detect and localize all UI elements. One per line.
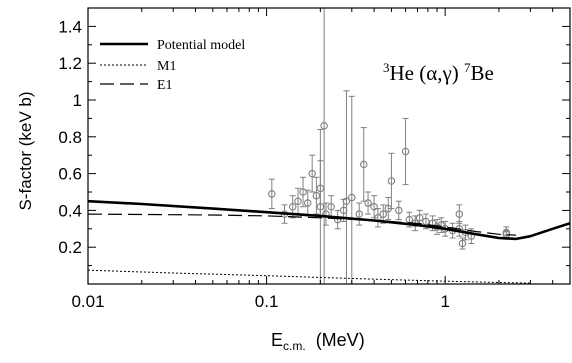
y-tick-label: 1 <box>73 91 82 110</box>
y-tick-label: 1.4 <box>58 17 82 36</box>
data-marker <box>327 202 335 211</box>
reaction-label-pre: 3 <box>383 60 390 75</box>
data-marker <box>312 191 321 200</box>
axes: 0.01 0.1 1 0.2 0.4 0.6 0.8 1 1.2 1.4 <box>58 7 571 311</box>
curve-e1 <box>88 213 517 236</box>
data-marker <box>308 169 316 178</box>
data-point <box>370 195 378 219</box>
curve-potential-model <box>88 199 570 241</box>
data-point <box>322 202 330 226</box>
x-axis-title: Ec.m. (MeV) <box>271 330 365 356</box>
data-point <box>312 176 321 215</box>
data-point <box>401 117 410 186</box>
data-point <box>348 95 356 284</box>
x-tick-label: 0.01 <box>71 292 104 311</box>
data-point <box>333 209 342 230</box>
data-marker <box>316 184 325 193</box>
y-tick-label: 0.2 <box>58 238 82 257</box>
data-point <box>308 154 316 193</box>
data-point <box>320 8 328 284</box>
y-tick-label: 0.4 <box>58 201 82 220</box>
curve-m1 <box>88 269 531 284</box>
data-marker <box>455 210 464 218</box>
data-marker <box>268 190 276 198</box>
reaction-label-post: Be <box>470 61 494 85</box>
data-point <box>455 204 464 224</box>
reaction-label: 3He (α,γ) 7Be <box>383 60 494 86</box>
x-tick-label: 1 <box>440 292 449 311</box>
data-marker <box>395 206 403 215</box>
data-point <box>342 90 351 284</box>
reaction-label-mid: He (α,γ) <box>389 61 459 85</box>
data-point <box>395 200 403 221</box>
x-axis-title-main: E <box>271 330 284 350</box>
y-tick-label: 1.2 <box>58 54 82 73</box>
data-point <box>458 237 467 250</box>
plot-clip-group <box>88 8 570 284</box>
data-marker <box>303 199 312 207</box>
y-axis-title: S-factor (keV b) <box>16 91 35 211</box>
plot-frame <box>87 7 571 285</box>
data-marker <box>364 199 372 207</box>
y-tick-label: 0.8 <box>58 128 82 147</box>
data-marker <box>370 202 378 211</box>
legend: Potential model M1 E1 <box>100 38 245 93</box>
x-axis-title-unit: (MeV) <box>315 330 365 350</box>
data-point <box>268 178 276 210</box>
legend-potential-model-label: Potential model <box>157 38 245 53</box>
x-tick-label: 0.1 <box>255 292 279 311</box>
data-marker <box>359 160 368 169</box>
data-point <box>364 191 372 215</box>
data-marker <box>415 214 424 222</box>
data-marker <box>387 177 396 185</box>
data-marker <box>355 210 363 218</box>
data-point <box>316 160 325 217</box>
data-point <box>387 152 396 210</box>
data-marker <box>458 239 467 248</box>
reaction-label-post-sup: 7 <box>464 60 471 75</box>
data-marker <box>422 217 430 226</box>
data-marker <box>348 193 356 202</box>
data-point <box>355 202 363 226</box>
data-point <box>299 176 307 208</box>
data-marker <box>299 188 307 196</box>
y-tick-label: 0.6 <box>58 165 82 184</box>
data-marker <box>379 210 387 218</box>
x-axis-title-sub: c.m. <box>283 339 306 353</box>
data-marker <box>401 147 410 156</box>
data-marker <box>320 122 328 130</box>
legend-e1-label: E1 <box>157 78 173 93</box>
legend-m1-label: M1 <box>157 59 176 74</box>
data-point <box>359 127 368 202</box>
data-marker <box>294 197 302 205</box>
plot-area <box>88 8 570 284</box>
data-marker <box>288 202 297 211</box>
data-marker <box>342 197 351 205</box>
